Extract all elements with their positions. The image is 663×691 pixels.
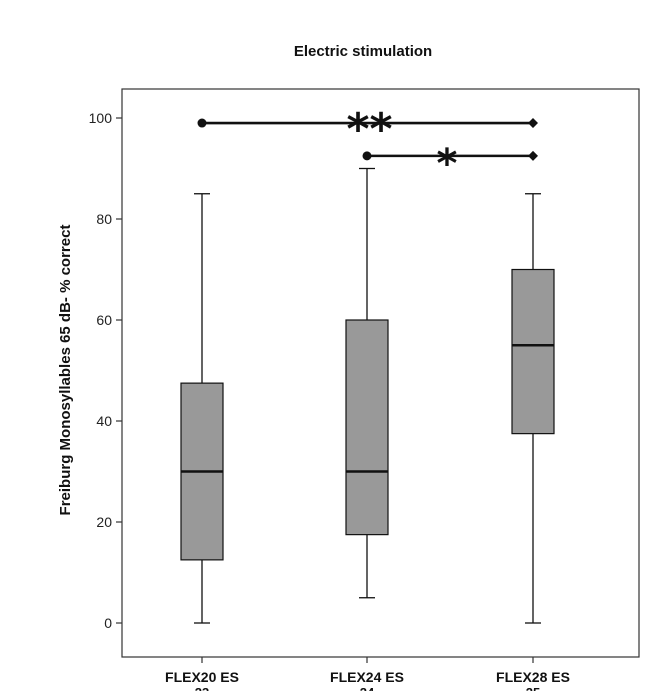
y-tick-label: 40	[96, 413, 112, 429]
x-category-label: FLEX24 ES	[330, 669, 404, 685]
x-category-label: FLEX20 ES	[165, 669, 239, 685]
y-axis-label: Freiburg Monosyllables 65 dB- % correct	[57, 225, 74, 516]
y-tick-label: 100	[89, 110, 113, 126]
significance-label: *	[437, 141, 458, 187]
sample-size-label: 23	[195, 685, 209, 691]
x-category-label: FLEX28 ES	[496, 669, 570, 685]
chart-title: Electric stimulation	[294, 43, 432, 60]
box-flex24-es	[345, 319, 389, 536]
significance-dot	[197, 118, 207, 128]
significance-dot	[362, 151, 372, 161]
y-tick-label: 80	[96, 211, 112, 227]
sample-size-label: 25	[526, 685, 540, 691]
y-tick-label: 60	[96, 312, 112, 328]
significance-diamond	[528, 118, 538, 129]
y-tick-label: 0	[104, 615, 112, 631]
box-flex28-es	[511, 268, 555, 435]
plot-frame	[121, 88, 640, 658]
sample-size-label: 24	[360, 685, 375, 691]
y-tick-label: 20	[96, 514, 112, 530]
significance-diamond	[528, 150, 538, 161]
significance-label: **	[346, 104, 392, 155]
